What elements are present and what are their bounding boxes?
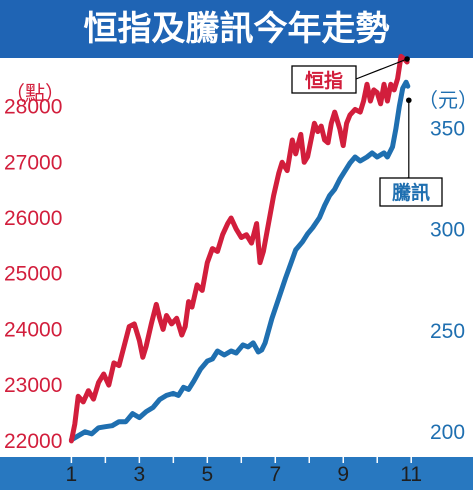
left-axis-ticks: 22000 23000 24000 25000 26000 27000 28000 (4, 96, 62, 453)
left-tick-label: 26000 (4, 207, 62, 230)
hsi-end-dot (404, 56, 410, 62)
right-tick-label: 200 (430, 421, 465, 444)
right-tick-label: 250 (430, 320, 465, 343)
right-tick-label: 350 (430, 118, 465, 141)
left-tick-label: 27000 (4, 151, 62, 174)
left-tick-label: 23000 (4, 374, 62, 397)
tencent-label: 騰訊 (391, 181, 430, 204)
x-axis-ticks: 1 3 5 7 9 11 (66, 457, 422, 486)
hsi-label: 恒指 (305, 70, 343, 92)
hsi-leader-line (355, 58, 408, 80)
x-axis-band (0, 457, 473, 490)
x-tick-label: 3 (134, 463, 146, 486)
x-tick-label: 1 (66, 463, 78, 486)
x-tick-label: 9 (337, 463, 349, 486)
right-tick-label: 300 (430, 219, 465, 242)
tencent-label-box (379, 177, 443, 207)
left-tick-label: 22000 (4, 430, 62, 453)
right-axis-unit: （元） (418, 88, 473, 112)
right-axis-ticks: 200 250 300 350 (430, 118, 465, 444)
series-lines (68, 53, 411, 444)
tencent-end-dot (406, 97, 412, 104)
series-line-hsi (68, 53, 410, 444)
left-tick-label: 25000 (4, 263, 62, 286)
x-tick-label: 7 (269, 463, 281, 486)
left-tick-label: 28000 (4, 96, 62, 119)
left-axis-unit: （點） (5, 81, 65, 105)
chart-title: 恒指及騰訊今年走勢 (84, 9, 390, 49)
left-tick-label: 24000 (4, 318, 62, 341)
series-line-tencent (68, 79, 411, 443)
title-bar (0, 0, 473, 58)
tencent-leader-line (407, 100, 410, 179)
x-tick-label: 11 (400, 463, 422, 486)
x-tick-label: 5 (201, 463, 213, 486)
hsi-label-box (291, 65, 357, 94)
